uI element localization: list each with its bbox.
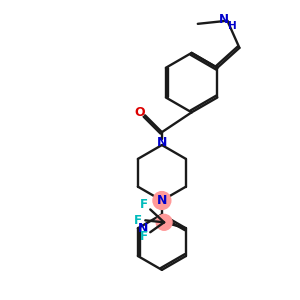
Text: N: N [157, 194, 167, 207]
Text: N: N [218, 13, 228, 26]
Circle shape [153, 192, 171, 209]
Text: F: F [140, 198, 148, 211]
Text: O: O [135, 106, 146, 119]
Text: H: H [228, 21, 237, 31]
Text: F: F [134, 214, 142, 227]
Text: N: N [157, 136, 167, 148]
Text: N: N [138, 222, 148, 235]
Text: F: F [140, 230, 148, 243]
Circle shape [156, 214, 172, 230]
